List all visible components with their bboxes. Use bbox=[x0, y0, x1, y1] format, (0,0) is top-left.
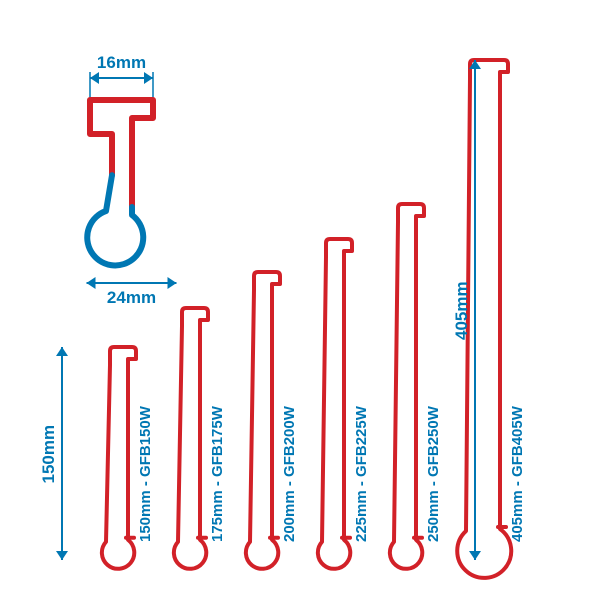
profile-item bbox=[174, 308, 208, 569]
cross-section-red bbox=[90, 100, 153, 207]
dim-label-16mm: 16mm bbox=[97, 53, 146, 72]
dim-label-24mm: 24mm bbox=[107, 288, 156, 307]
profile-item bbox=[390, 204, 424, 569]
profile-label: 250mm - GFB250W bbox=[425, 405, 442, 542]
profile-label: 200mm - GFB200W bbox=[281, 405, 298, 542]
profile-label: 225mm - GFB225W bbox=[353, 405, 370, 542]
profile-label: 175mm - GFB175W bbox=[209, 405, 226, 542]
profile-item bbox=[246, 272, 280, 569]
dim-label-405mm: 405mm bbox=[452, 281, 471, 340]
profile-label: 405mm - GFB405W bbox=[509, 405, 526, 542]
profile-item bbox=[102, 347, 136, 569]
profile-label: 150mm - GFB150W bbox=[137, 405, 154, 542]
profile-item bbox=[318, 239, 352, 569]
dim-label-150mm: 150mm bbox=[39, 425, 58, 484]
